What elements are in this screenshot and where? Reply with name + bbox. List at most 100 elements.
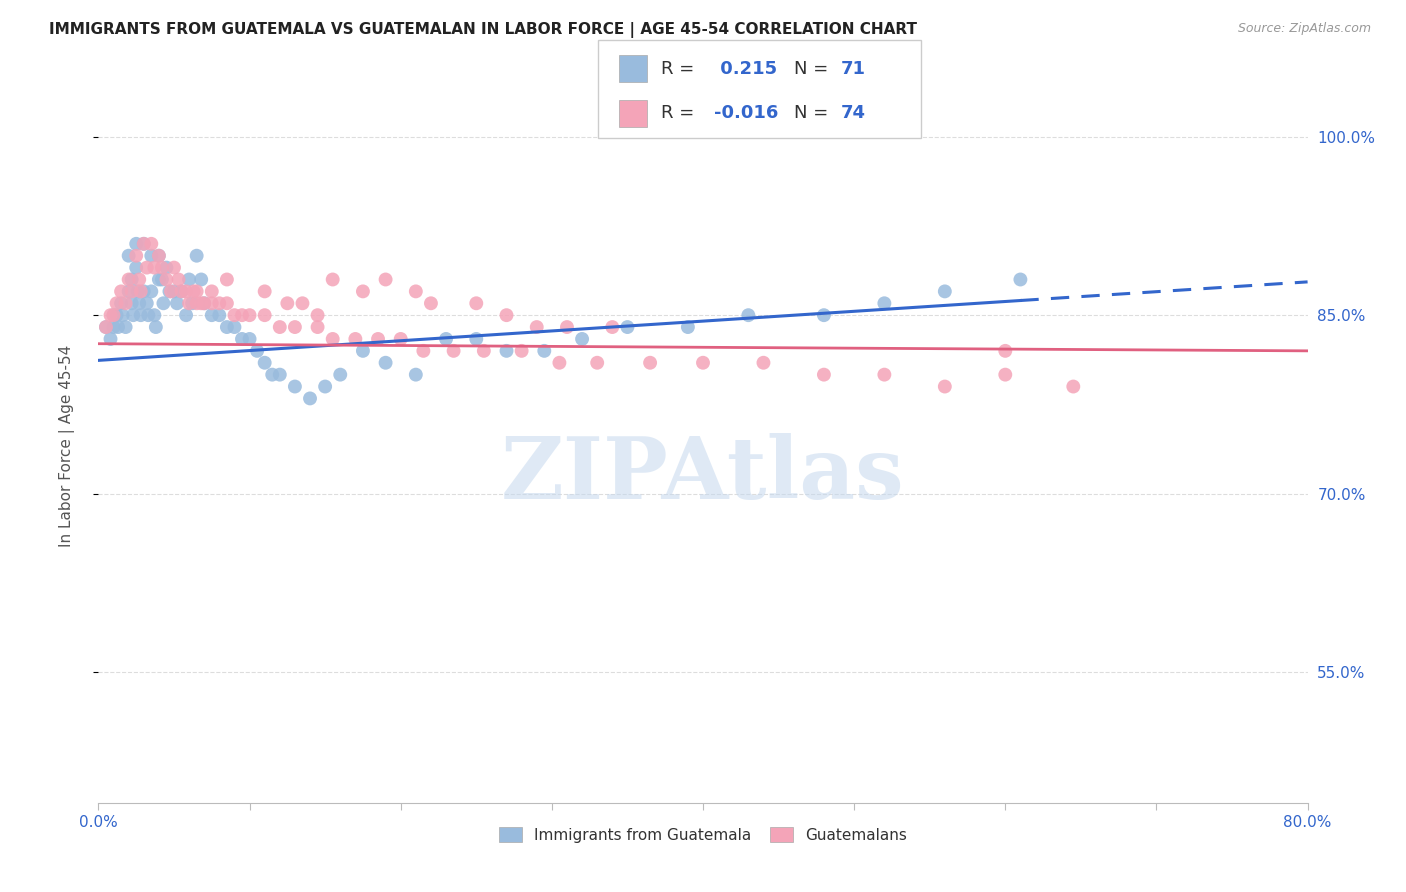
Point <box>129 308 152 322</box>
Point <box>129 285 152 299</box>
Text: 0.215: 0.215 <box>714 60 778 78</box>
Point <box>299 392 322 406</box>
Point <box>103 308 125 322</box>
Point <box>94 320 117 334</box>
Point <box>186 296 208 310</box>
Point <box>434 332 457 346</box>
Point <box>752 356 775 370</box>
Point <box>291 296 314 310</box>
Legend: Immigrants from Guatemala, Guatemalans: Immigrants from Guatemala, Guatemalans <box>494 821 912 848</box>
Point <box>873 296 896 310</box>
Point <box>284 320 307 334</box>
Point <box>174 285 197 299</box>
Point <box>586 356 609 370</box>
Point <box>231 332 253 346</box>
Point <box>616 320 638 334</box>
Point <box>186 285 208 299</box>
Point <box>443 343 465 358</box>
Point <box>128 296 150 310</box>
Point <box>201 296 224 310</box>
Point <box>107 320 129 334</box>
Point <box>465 332 488 346</box>
Point <box>118 272 141 286</box>
Point <box>314 379 336 393</box>
Point <box>239 308 262 322</box>
Point <box>128 272 150 286</box>
Point <box>141 236 163 251</box>
Point <box>676 320 699 334</box>
Point <box>495 343 517 358</box>
Point <box>179 272 201 286</box>
Point <box>136 308 159 322</box>
Point <box>152 296 174 310</box>
Point <box>125 260 148 275</box>
Point <box>737 308 759 322</box>
Point <box>389 332 412 346</box>
Point <box>141 285 163 299</box>
Point <box>118 249 141 263</box>
Text: N =: N = <box>794 60 834 78</box>
Point <box>420 296 443 310</box>
Point <box>224 308 246 322</box>
Point <box>183 285 205 299</box>
Point <box>994 368 1017 382</box>
Point <box>246 343 269 358</box>
Point <box>181 296 204 310</box>
Text: ZIPAtlas: ZIPAtlas <box>501 433 905 516</box>
Point <box>322 272 344 286</box>
Point <box>179 296 201 310</box>
Point <box>193 296 215 310</box>
Point <box>215 272 238 286</box>
Point <box>114 320 136 334</box>
Point <box>994 343 1017 358</box>
Point <box>322 332 344 346</box>
Point <box>239 332 262 346</box>
Point <box>132 236 155 251</box>
Point <box>159 285 181 299</box>
Point <box>269 368 291 382</box>
Point <box>307 308 329 322</box>
Point <box>190 272 212 286</box>
Point <box>495 308 517 322</box>
Point <box>262 368 284 382</box>
Point <box>307 320 329 334</box>
Point <box>329 368 352 382</box>
Point <box>253 356 276 370</box>
Point <box>215 320 238 334</box>
Point <box>114 296 136 310</box>
Point <box>465 296 488 310</box>
Point <box>190 296 212 310</box>
Point <box>526 320 548 334</box>
Point <box>934 285 956 299</box>
Point <box>110 285 132 299</box>
Point <box>118 285 141 299</box>
Point <box>160 285 183 299</box>
Point <box>122 308 145 322</box>
Point <box>125 249 148 263</box>
Point <box>166 296 188 310</box>
Text: 71: 71 <box>841 60 866 78</box>
Point <box>412 343 434 358</box>
Point <box>167 272 190 286</box>
Point <box>269 320 291 334</box>
Point <box>193 296 215 310</box>
Point <box>170 285 193 299</box>
Point <box>548 356 571 370</box>
Point <box>141 249 163 263</box>
Point <box>934 379 956 393</box>
Point <box>208 308 231 322</box>
Point <box>155 272 177 286</box>
Point <box>132 236 155 251</box>
Point <box>472 343 495 358</box>
Point <box>276 296 298 310</box>
Point <box>121 296 143 310</box>
Point <box>224 320 246 334</box>
Point <box>105 308 128 322</box>
Point <box>143 308 166 322</box>
Point <box>100 332 122 346</box>
Y-axis label: In Labor Force | Age 45-54: In Labor Force | Age 45-54 <box>59 345 75 547</box>
Point <box>253 308 276 322</box>
Point <box>405 368 427 382</box>
Point <box>110 296 132 310</box>
Point <box>367 332 389 346</box>
